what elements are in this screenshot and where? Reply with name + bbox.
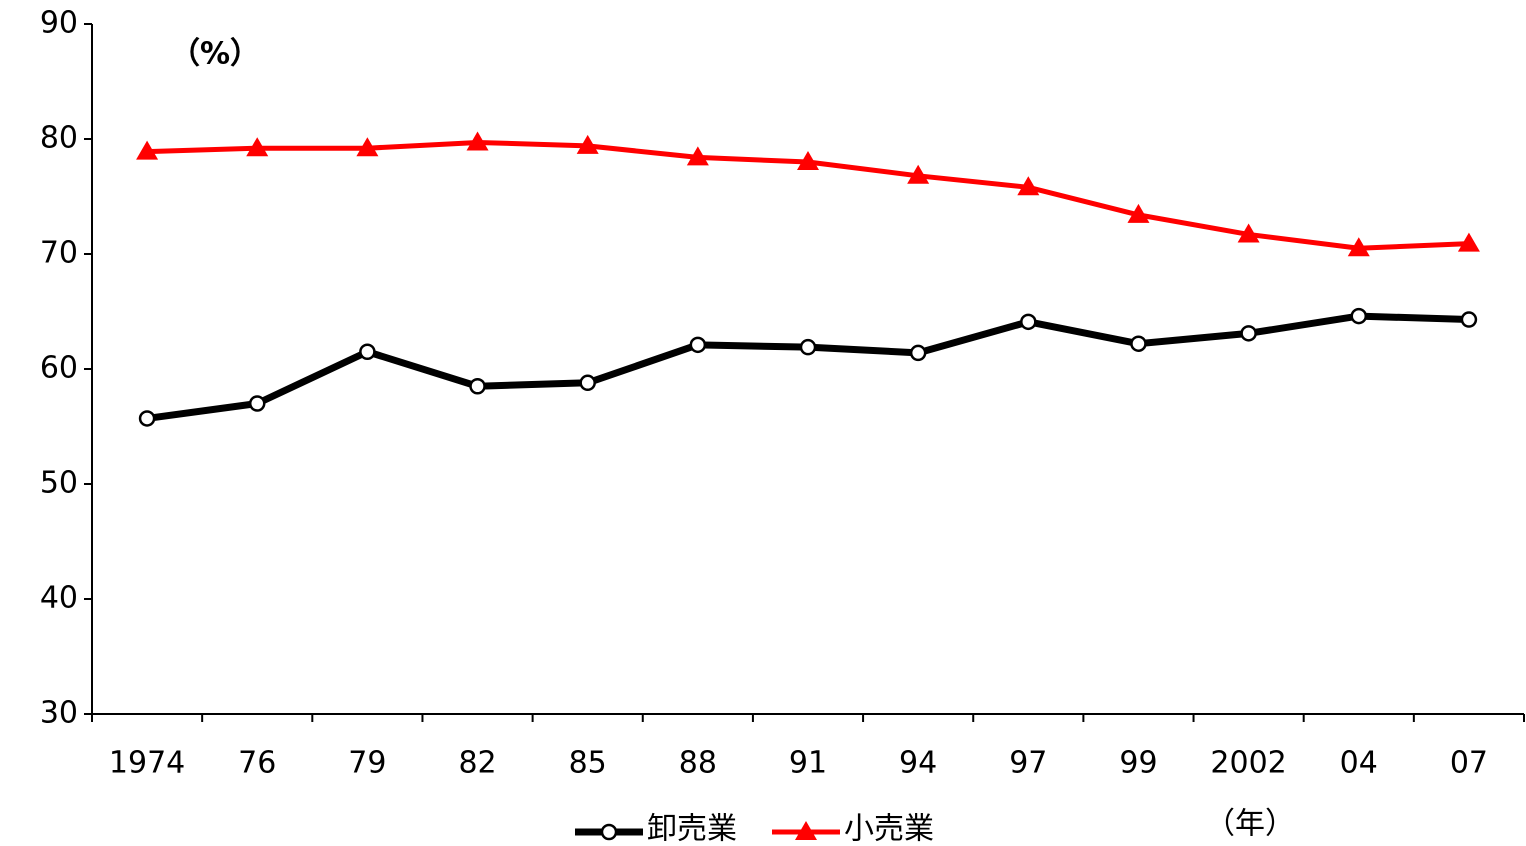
data-point [579, 374, 596, 392]
data-point [246, 137, 269, 157]
y-tick-label: 70 [40, 236, 78, 271]
data-point [686, 146, 709, 166]
y-unit-label: （%） [170, 37, 260, 72]
x-tick-label: 1974 [109, 746, 185, 781]
x-tick-label: 97 [1009, 746, 1047, 781]
data-point [138, 410, 156, 427]
x-tick-label: 94 [899, 746, 937, 781]
x-tick-label: 88 [679, 746, 717, 781]
x-unit-label: （年） [1205, 807, 1295, 842]
x-tick-label: 07 [1450, 746, 1488, 781]
legend-label: 卸売業 [647, 812, 737, 846]
x-tick-label: 91 [789, 746, 827, 781]
y-tick-label: 90 [40, 6, 78, 41]
data-point [1237, 223, 1260, 243]
x-tick-label: 2002 [1210, 746, 1286, 781]
data-point [909, 344, 927, 362]
legend-marker [795, 821, 817, 840]
data-point [356, 137, 379, 157]
data-point [1240, 325, 1257, 342]
y-tick-label: 80 [40, 121, 78, 156]
y-tick-label: 60 [40, 351, 78, 386]
data-point [576, 134, 599, 154]
data-point [1127, 203, 1150, 223]
data-point [907, 164, 930, 184]
legend-marker [600, 823, 618, 841]
data-point [1347, 237, 1370, 257]
data-point [1130, 335, 1147, 352]
data-point [689, 336, 707, 354]
x-tick-label: 82 [458, 746, 496, 781]
data-point [1460, 311, 1478, 328]
x-tick-label: 04 [1340, 746, 1378, 781]
x-tick-label: 85 [569, 746, 607, 781]
series-line [146, 312, 1470, 422]
y-tick-label: 30 [40, 696, 78, 731]
x-tick-label: 76 [238, 746, 276, 781]
legend-label: 小売業 [844, 812, 934, 846]
data-point [1020, 313, 1037, 331]
data-point [466, 131, 489, 151]
y-tick-label: 50 [40, 466, 78, 501]
x-tick-label: 99 [1119, 746, 1157, 781]
data-point [136, 140, 159, 160]
y-tick-label: 40 [40, 581, 78, 616]
data-point [1017, 176, 1040, 196]
data-point [469, 378, 486, 395]
data-point [799, 338, 817, 356]
data-point [248, 395, 266, 412]
data-point [1350, 307, 1368, 325]
x-tick-label: 79 [348, 746, 386, 781]
data-point [1457, 232, 1480, 252]
data-point [797, 151, 819, 170]
data-point [359, 343, 376, 360]
